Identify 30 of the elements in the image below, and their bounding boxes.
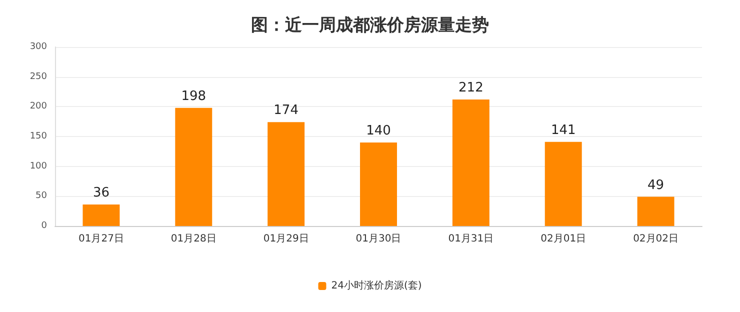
x-tick-label: 01月30日	[356, 234, 402, 244]
bar	[360, 142, 397, 226]
y-tick-label: 100	[30, 161, 48, 172]
x-tick-label: 01月27日	[78, 234, 124, 244]
x-tick-label: 01月28日	[170, 234, 216, 244]
y-tick-label: 50	[36, 191, 48, 202]
x-tick-label: 02月02日	[633, 234, 679, 244]
bar	[175, 108, 212, 226]
y-tick-label: 300	[30, 42, 48, 52]
x-tick-label: 02月01日	[540, 234, 586, 244]
data-label: 174	[274, 103, 298, 118]
data-label: 198	[181, 88, 206, 104]
chart-title: 图：近一周成都涨价房源量走势	[251, 16, 489, 36]
y-tick-label: 200	[30, 102, 48, 112]
bar	[268, 122, 305, 226]
y-tick-label: 0	[41, 221, 48, 231]
x-tick-label: 01月31日	[448, 234, 494, 244]
data-label: 140	[366, 123, 391, 138]
bar	[544, 142, 582, 226]
data-label: 36	[92, 186, 110, 201]
y-tick-label: 250	[30, 72, 48, 82]
bar	[637, 196, 674, 226]
data-label: 141	[550, 122, 576, 138]
x-tick-label: 01月29日	[263, 234, 309, 244]
data-label: 49	[648, 178, 664, 193]
bar	[452, 100, 490, 226]
legend-label: 24小时涨价房源(套)	[331, 280, 422, 292]
y-tick-label: 150	[30, 132, 48, 142]
bar	[82, 204, 120, 226]
data-label: 212	[458, 80, 484, 96]
